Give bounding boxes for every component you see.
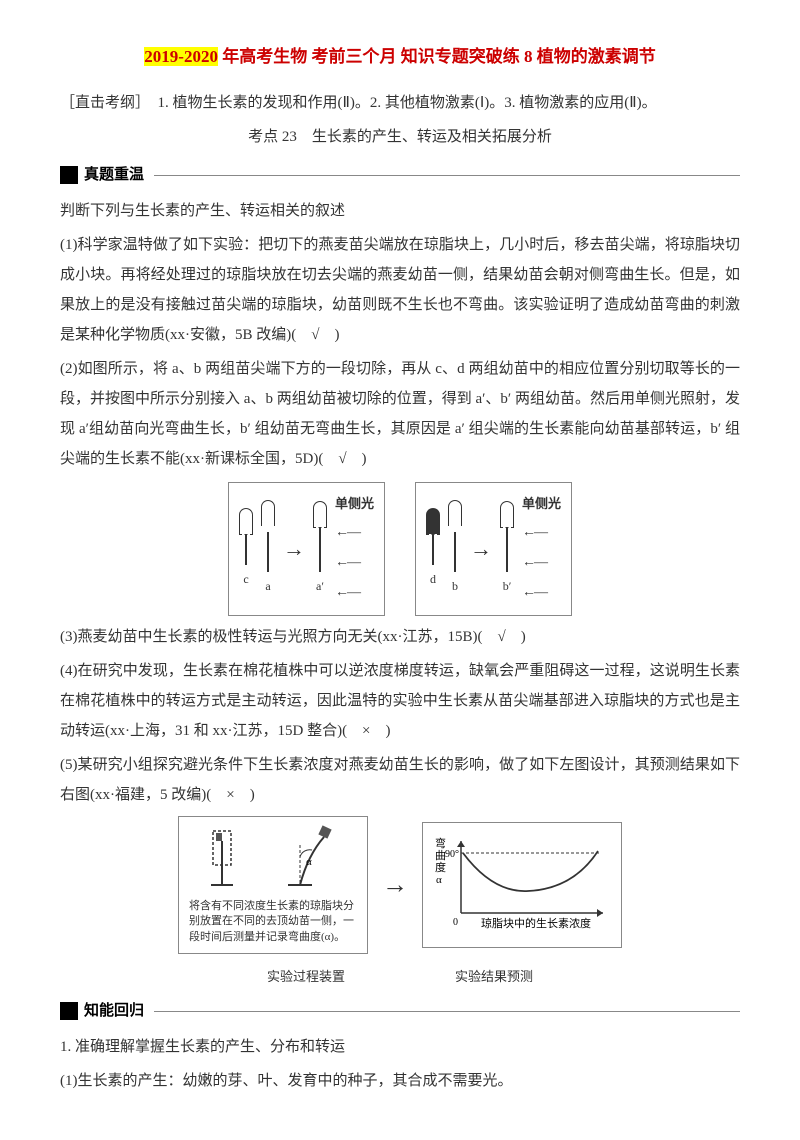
section-header-label: 真题重温	[84, 160, 144, 190]
seedling-box-icon	[208, 825, 258, 895]
svg-text:90°: 90°	[445, 849, 459, 860]
svg-text:度: 度	[435, 860, 446, 874]
seedling-stem-icon	[245, 535, 247, 565]
seedling-group-d: d	[426, 508, 440, 591]
svg-text:弯: 弯	[435, 836, 446, 850]
arrow-right-icon: →	[382, 859, 408, 911]
svg-text:α: α	[436, 874, 442, 886]
curve-chart-icon: 弯 曲 度 α 90° 0 琼脂块中的生长素浓度	[433, 831, 613, 931]
experiment-box-text: 将含有不同浓度生长素的琼脂块分别放置在不同的去顶幼苗一侧，一段时间后测量并记录弯…	[189, 899, 357, 945]
title-highlight: 2019-2020	[144, 47, 218, 66]
experiment-setup-svg: α	[189, 825, 357, 895]
seedling-group-c: c	[239, 508, 253, 591]
seedling-stem-icon	[267, 532, 269, 572]
seedling-label-d: d	[430, 567, 436, 591]
seedling-stem-icon	[432, 535, 434, 565]
arrow-right-icon: →	[283, 527, 305, 571]
light-arrows-right: 单侧光 ←― ←― ←―	[522, 491, 561, 607]
seedling-stem-icon	[319, 528, 321, 572]
svg-text:琼脂块中的生长素浓度: 琼脂块中的生长素浓度	[481, 916, 591, 930]
seedling-tip-icon	[261, 500, 275, 526]
seedling-tip-filled-icon	[426, 508, 440, 534]
bent-seedling-icon: α	[278, 825, 338, 895]
section-header-review: 真题重温	[60, 160, 740, 190]
light-label: 单侧光	[335, 491, 374, 517]
question-4: (4)在研究中发现，生长素在棉花植株中可以逆浓度梯度转运，缺氧会严重阻碍这一过程…	[60, 656, 740, 746]
seedling-group-b: b → b′	[448, 500, 514, 598]
point-1-1: (1)生长素的产生：幼嫩的芽、叶、发育中的种子，其合成不需要光。	[60, 1066, 740, 1096]
section-header-label: 知能回归	[84, 996, 144, 1026]
question-1: (1)科学家温特做了如下实验：把切下的燕麦苗尖端放在琼脂块上，几小时后，移去苗尖…	[60, 230, 740, 350]
experiment-chart-box: 弯 曲 度 α 90° 0 琼脂块中的生长素浓度	[422, 822, 622, 948]
seedling-label-b-prime: b′	[503, 574, 512, 598]
seedling-a-prime: a′	[313, 501, 327, 598]
question-2: (2)如图所示，将 a、b 两组苗尖端下方的一段切除，再从 c、d 两组幼苗中的…	[60, 354, 740, 474]
arrow-left-icon: ←―	[522, 519, 546, 547]
caption-left: 实验过程装置	[267, 964, 345, 990]
title-rest: 年高考生物 考前三个月 知识专题突破练 8 植物的激素调节	[218, 47, 656, 66]
seedling-b-prime: b′	[500, 501, 514, 598]
syllabus-block: ［直击考纲］ 1. 植物生长素的发现和作用(Ⅱ)。2. 其他植物激素(Ⅰ)。3.…	[60, 88, 740, 118]
light-arrows-left: 单侧光 ←― ←― ←―	[335, 491, 374, 607]
seedling-tip-icon	[239, 508, 253, 534]
question-3: (3)燕麦幼苗中生长素的极性转运与光照方向无关(xx·江苏，15B)( √ )	[60, 622, 740, 652]
seedling-a-tip: a	[261, 500, 275, 598]
seedling-stem-icon	[506, 528, 508, 572]
document-title: 2019-2020 年高考生物 考前三个月 知识专题突破练 8 植物的激素调节	[60, 40, 740, 74]
seedling-label-a: a	[265, 574, 270, 598]
question-5: (5)某研究小组探究避光条件下生长素浓度对燕麦幼苗生长的影响，做了如下左图设计，…	[60, 750, 740, 810]
section-header-knowledge: 知能回归	[60, 996, 740, 1026]
experiment-row: α 将含有不同浓度生长素的琼脂块分别放置在不同的去顶幼苗一侧，一段时间后测量并记…	[60, 816, 740, 954]
intro-text: 判断下列与生长素的产生、转运相关的叙述	[60, 196, 740, 226]
seedling-d: d	[426, 508, 440, 591]
arrow-right-icon: →	[470, 527, 492, 571]
arrow-left-icon: ←―	[335, 579, 359, 607]
seedling-tip-icon	[313, 501, 327, 527]
seedling-label-b: b	[452, 574, 458, 598]
diagram-right-box: d b → b′ 单侧光 ←― ←― ←―	[415, 482, 572, 616]
diagram-left-box: c a → a′ 单侧光 ←― ←― ←―	[228, 482, 385, 616]
light-label: 单侧光	[522, 491, 561, 517]
topic-header: 考点 23 生长素的产生、转运及相关拓展分析	[60, 122, 740, 152]
svg-text:0: 0	[453, 917, 458, 928]
alpha-label: α	[306, 856, 312, 868]
arrow-left-icon: ←―	[522, 549, 546, 577]
seedling-tip-icon	[500, 501, 514, 527]
seedling-label-a-prime: a′	[316, 574, 324, 598]
experiment-captions: 实验过程装置 实验结果预测	[60, 960, 740, 990]
seedling-stem-icon	[454, 532, 456, 572]
arrow-left-icon: ←―	[335, 549, 359, 577]
seedling-group-a: a → a′	[261, 500, 327, 598]
experiment-setup-box: α 将含有不同浓度生长素的琼脂块分别放置在不同的去顶幼苗一侧，一段时间后测量并记…	[178, 816, 368, 954]
diagram-seedlings: c a → a′ 单侧光 ←― ←― ←―	[60, 482, 740, 616]
seedling-b-tip: b	[448, 500, 462, 598]
arrow-left-icon: ←―	[522, 579, 546, 607]
seedling-label-c: c	[243, 567, 248, 591]
arrow-left-icon: ←―	[335, 519, 359, 547]
caption-right: 实验结果预测	[455, 964, 533, 990]
point-1: 1. 准确理解掌握生长素的产生、分布和转运	[60, 1032, 740, 1062]
seedling-tip-icon	[448, 500, 462, 526]
seedling-c: c	[239, 508, 253, 591]
